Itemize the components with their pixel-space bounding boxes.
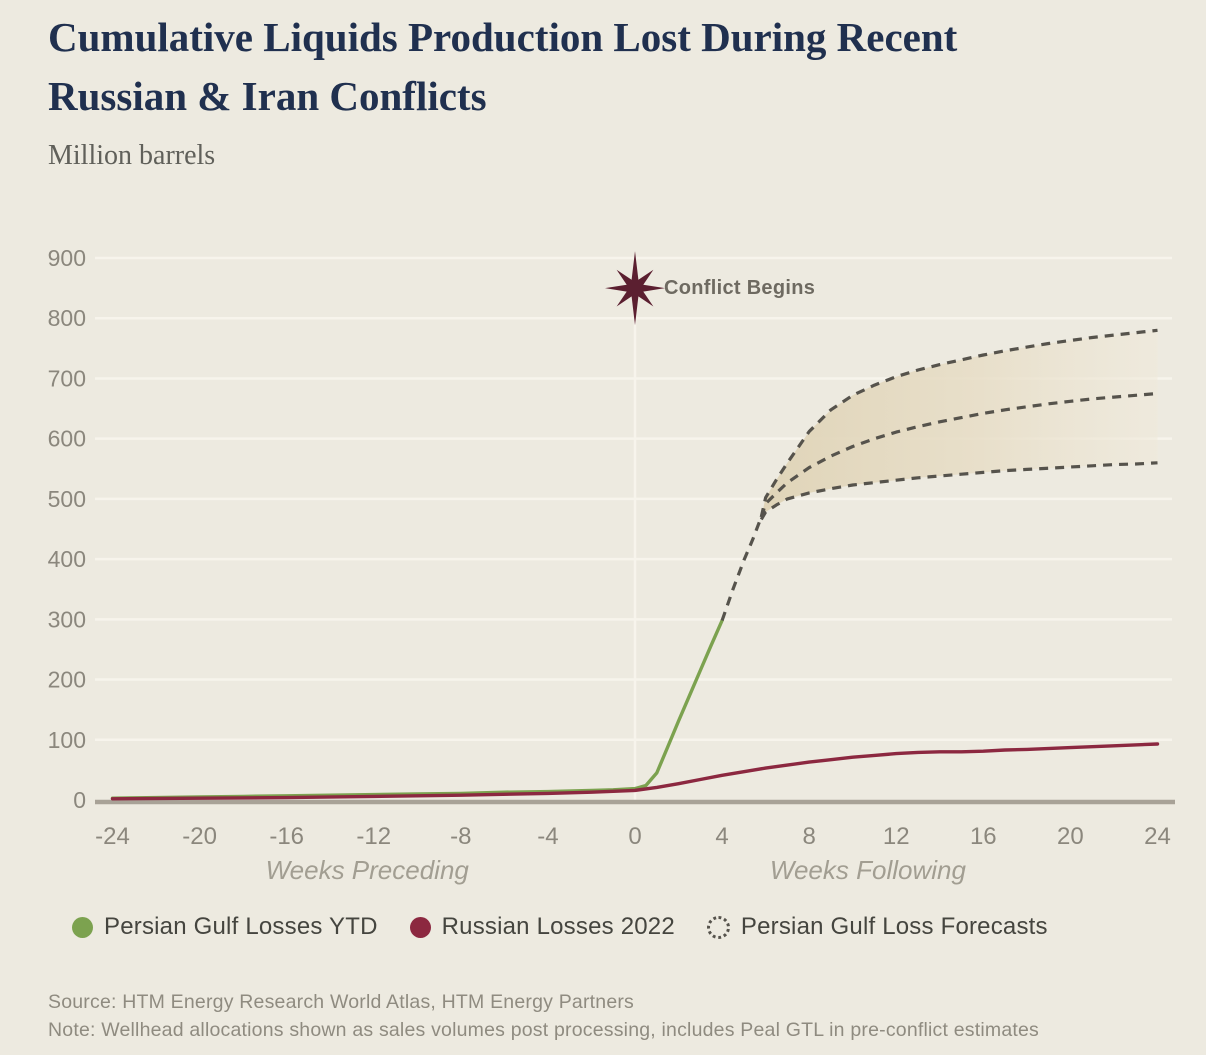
y-tick-label-900: 900 [48, 245, 86, 271]
legend-item-forecasts: Persian Gulf Loss Forecasts [706, 913, 1048, 941]
x-tick-label-24: 24 [1144, 823, 1171, 850]
y-axis-units-label: Million barrels [48, 140, 216, 171]
legend-label: Russian Losses 2022 [441, 913, 675, 940]
x-tick-label--4: -4 [537, 823, 558, 850]
series-line-persian-gulf-loss-forecast-mid- [759, 391, 1158, 518]
y-tick-label-500: 500 [48, 486, 86, 512]
page-title: Cumulative Liquids Production Lost Durin… [48, 8, 1178, 126]
footer-notes: Source: HTM Energy Research World Atlas,… [48, 988, 1168, 1044]
x-tick-label-8: 8 [802, 823, 815, 850]
x-tick-label--12: -12 [356, 823, 391, 850]
green-dot-icon [72, 916, 93, 938]
y-tick-label-700: 700 [48, 365, 86, 391]
x-tick-label-4: 4 [715, 823, 728, 850]
note-line: Note: Wellhead allocations shown as sale… [48, 1019, 1039, 1041]
series-line-russian-losses-2022 [110, 742, 1160, 801]
x-tick-label--16: -16 [269, 823, 304, 850]
x-tick-label-16: 16 [970, 823, 997, 850]
x-tick-label-0: 0 [628, 823, 641, 850]
legend-item-russian-losses: Russian Losses 2022 [409, 913, 675, 941]
y-tick-label-400: 400 [48, 546, 86, 572]
legend-label: Persian Gulf Losses YTD [104, 913, 378, 940]
x-tick-label--24: -24 [95, 823, 130, 850]
y-tick-label-800: 800 [48, 305, 86, 331]
x-tick-label--8: -8 [450, 823, 471, 850]
y-tick-label-0: 0 [73, 787, 86, 813]
series-line-persian-gulf-loss-forecast-high- [759, 328, 1158, 518]
series-line-persian-gulf-loss-forecast-stem- [720, 516, 763, 622]
source-line: Source: HTM Energy Research World Atlas,… [48, 991, 635, 1013]
legend-label: Persian Gulf Loss Forecasts [740, 913, 1048, 940]
y-tick-label-600: 600 [48, 426, 86, 452]
x-axis-label-weeks-following: Weeks Following [770, 855, 967, 885]
x-tick-label-12: 12 [883, 823, 910, 850]
conflict-begins-label: Conflict Begins [664, 277, 816, 299]
red-dot-icon [409, 916, 431, 938]
title-line-1: Cumulative Liquids Production Lost Durin… [48, 14, 958, 60]
legend-item-persian-gulf-ytd: Persian Gulf Losses YTD [72, 913, 378, 941]
y-tick-label-100: 100 [48, 727, 86, 753]
series-line-persian-gulf-losses-ytd [110, 618, 724, 800]
y-tick-label-200: 200 [48, 667, 86, 693]
conflict-begins-star-icon [605, 251, 665, 326]
dashed-circle-icon [706, 915, 730, 939]
x-axis-label-weeks-preceding: Weeks Preceding [266, 855, 470, 885]
forecast-band [761, 330, 1158, 520]
y-tick-label-300: 300 [48, 606, 86, 632]
x-tick-label-20: 20 [1057, 823, 1084, 850]
chart-legend: Persian Gulf Losses YTD Russian Losses 2… [72, 913, 1162, 941]
title-line-2: Russian & Iran Conflicts [48, 73, 487, 119]
x-tick-label--20: -20 [182, 823, 217, 850]
